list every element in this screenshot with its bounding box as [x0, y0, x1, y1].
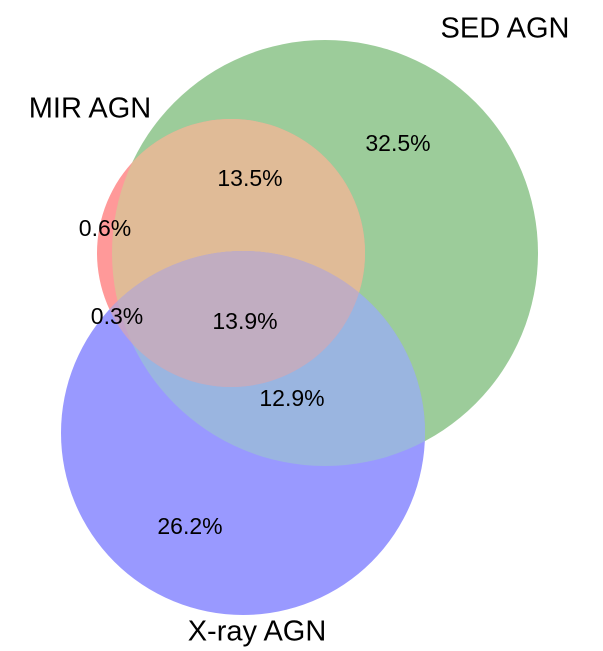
value-label: 0.3%	[91, 303, 143, 329]
regions	[61, 40, 538, 615]
value-label: 13.9%	[212, 308, 277, 334]
value-label: 13.5%	[217, 165, 282, 191]
value-label: 26.2%	[157, 513, 222, 539]
value-label: 32.5%	[365, 130, 430, 156]
labels: SED AGN MIR AGN X-ray AGN 32.5% 13.5% 0.6% 0.3…	[29, 13, 570, 648]
set-label: MIR AGN	[29, 93, 151, 125]
set-label: X-ray AGN	[188, 616, 327, 648]
value-label: 0.6%	[79, 215, 131, 241]
value-label: 12.9%	[259, 385, 324, 411]
set-label: SED AGN	[441, 13, 570, 45]
